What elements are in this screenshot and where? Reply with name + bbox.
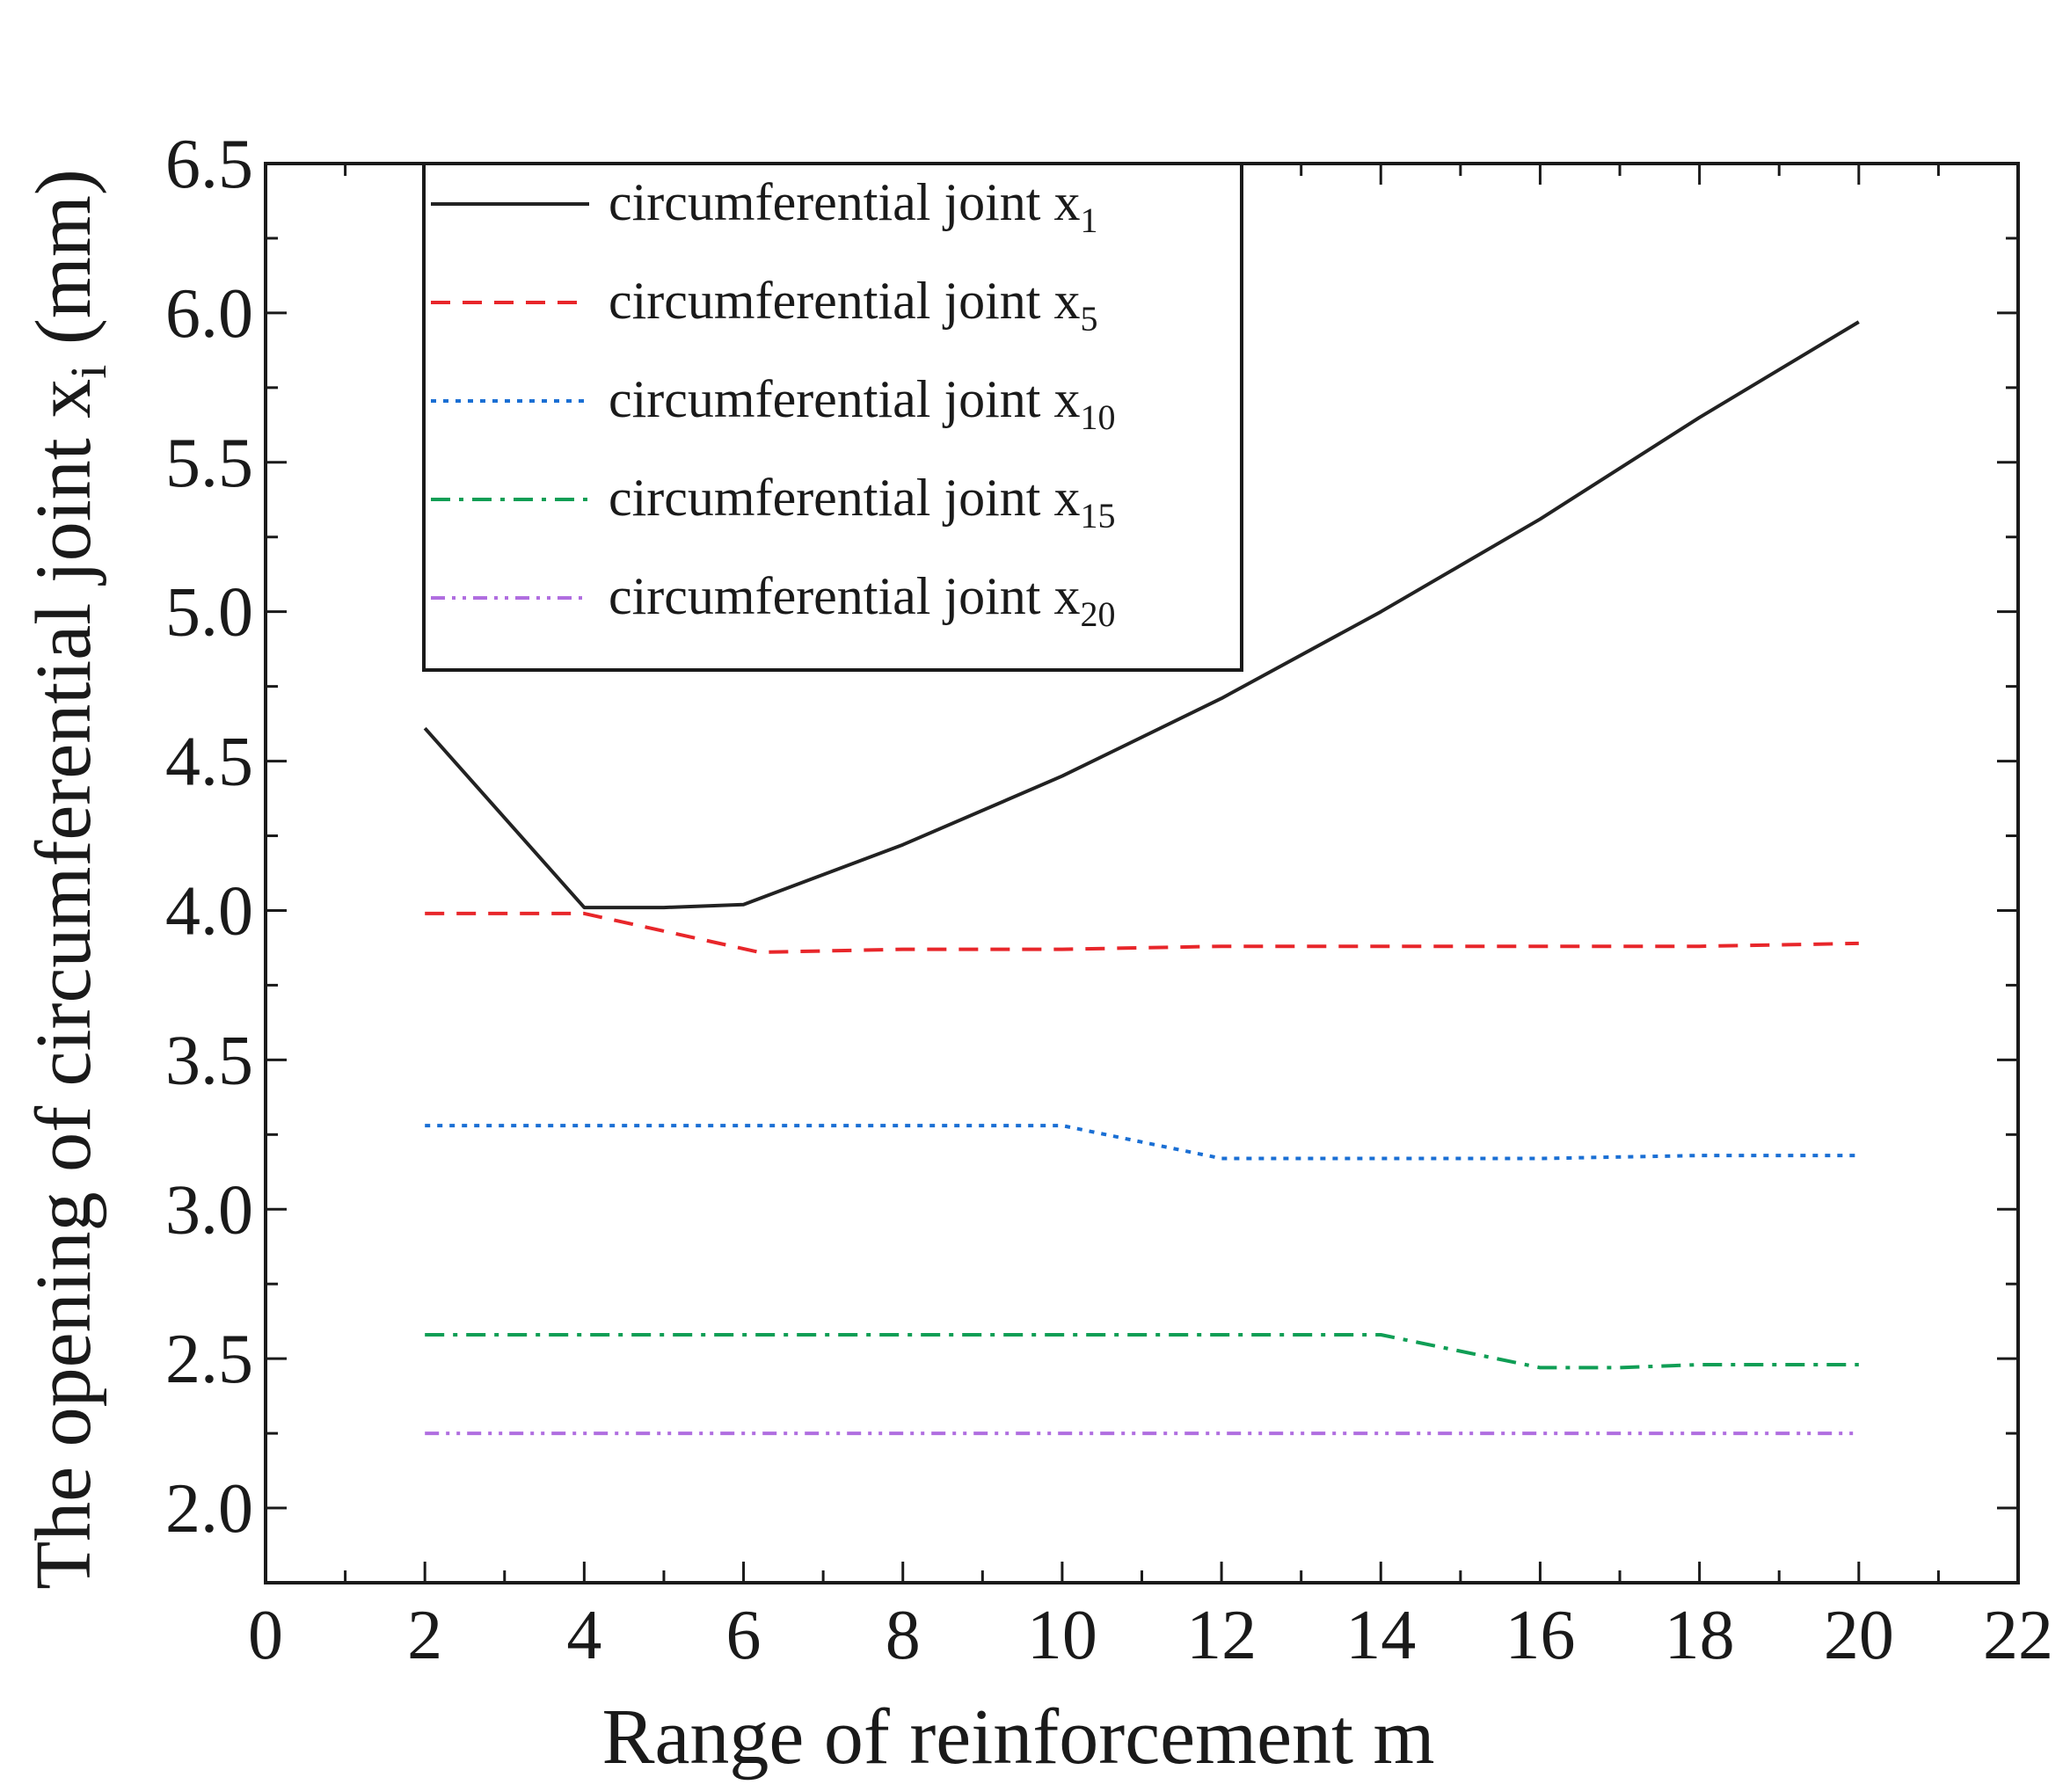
series-line-10 bbox=[425, 1124, 1859, 1161]
legend-label-1: circumferential joint x1 bbox=[609, 173, 1097, 240]
y-axis-title-unit: (mm) bbox=[20, 169, 107, 364]
x-tick-label: 8 bbox=[886, 1597, 921, 1674]
x-axis-title: Range of reinforcement m bbox=[601, 1694, 1434, 1781]
x-tick-label: 4 bbox=[566, 1597, 601, 1674]
x-tick-label: 6 bbox=[726, 1597, 762, 1674]
legend: circumferential joint x1 circumferential … bbox=[422, 162, 1243, 672]
legend-label-5: circumferential joint x5 bbox=[609, 272, 1097, 339]
legend-label-20: circumferential joint x20 bbox=[609, 567, 1115, 634]
y-tick-label: 2.5 bbox=[165, 1321, 253, 1398]
y-tick-label: 3.5 bbox=[165, 1022, 253, 1099]
y-tick-label: 6.0 bbox=[165, 275, 253, 353]
legend-box bbox=[422, 162, 1243, 672]
series-line-15 bbox=[425, 1333, 1859, 1370]
y-tick-label: 5.0 bbox=[165, 574, 253, 652]
y-axis-title-subscript: i bbox=[60, 365, 117, 379]
x-tick-label: 12 bbox=[1186, 1597, 1257, 1674]
x-tick-label: 16 bbox=[1505, 1597, 1575, 1674]
series-layer bbox=[423, 320, 1860, 1436]
series-line-5 bbox=[425, 911, 1859, 954]
y-tick-label: 3.0 bbox=[165, 1171, 253, 1249]
x-tick-label: 22 bbox=[1983, 1597, 2053, 1674]
legend-label-10: circumferential joint x10 bbox=[609, 370, 1115, 437]
x-tick-label: 14 bbox=[1345, 1597, 1416, 1674]
legend-label-15: circumferential joint x15 bbox=[609, 469, 1115, 535]
y-tick-label: 6.5 bbox=[165, 126, 253, 203]
x-tick-label: 18 bbox=[1665, 1597, 1735, 1674]
axes: 0 2 4 6 8 10 12 14 16 18 20 22 2.0 2.5 3.0 3.5 4.0 4.5 5.0… bbox=[165, 126, 2053, 1674]
y-tick-label: 4.5 bbox=[165, 724, 253, 801]
x-tick-label: 0 bbox=[248, 1597, 283, 1674]
series-line-1 bbox=[423, 320, 1860, 910]
x-tick-label: 20 bbox=[1824, 1597, 1894, 1674]
y-tick-label: 4.0 bbox=[165, 872, 253, 950]
x-tick-label: 10 bbox=[1027, 1597, 1097, 1674]
y-tick-label: 2.0 bbox=[165, 1470, 253, 1548]
y-tick-label: 5.5 bbox=[165, 425, 253, 502]
y-axis-title: The opening of circumferential joint xi … bbox=[20, 169, 117, 1590]
y-axis-title-main: The opening of circumferential joint x bbox=[20, 379, 107, 1590]
x-tick-label: 2 bbox=[407, 1597, 442, 1674]
